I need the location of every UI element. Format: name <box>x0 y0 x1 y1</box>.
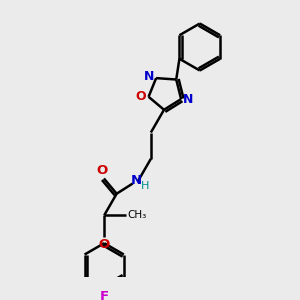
Text: F: F <box>100 290 109 300</box>
Text: N: N <box>183 93 193 106</box>
Text: N: N <box>131 175 142 188</box>
Text: N: N <box>144 70 154 83</box>
Text: CH₃: CH₃ <box>128 210 147 220</box>
Text: H: H <box>141 181 150 191</box>
Text: O: O <box>136 90 146 103</box>
Text: O: O <box>96 164 107 177</box>
Text: O: O <box>98 238 109 250</box>
